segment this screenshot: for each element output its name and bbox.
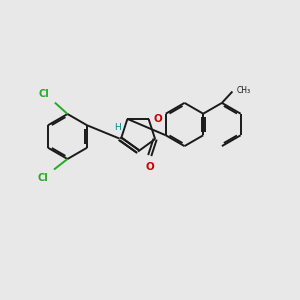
Text: Cl: Cl [38,173,49,183]
Text: Cl: Cl [39,89,50,99]
Text: CH₃: CH₃ [236,85,250,94]
Text: O: O [154,114,163,124]
Text: H: H [114,123,121,132]
Text: O: O [145,162,154,172]
